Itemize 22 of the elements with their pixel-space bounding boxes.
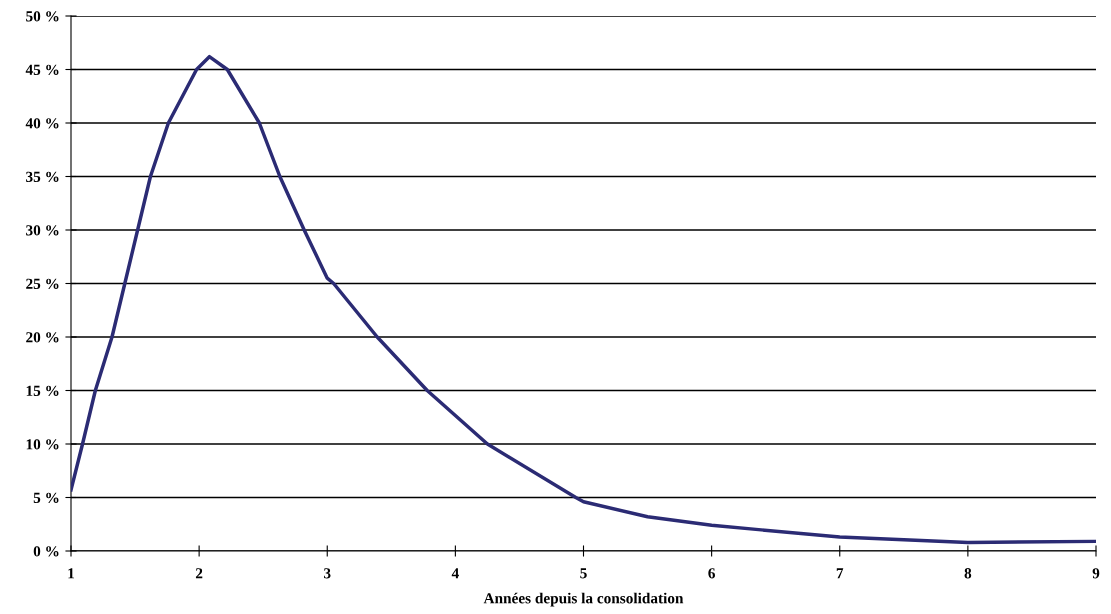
y-tick-label: 10 %: [26, 439, 59, 450]
x-tick-label: 7: [836, 568, 844, 579]
y-tick-label: 50 %: [26, 11, 59, 22]
y-tick-label: 5 %: [33, 492, 59, 503]
x-tick-label: 1: [68, 568, 75, 579]
x-axis-title: Années depuis la consolidation: [483, 592, 684, 607]
x-tick-label: 4: [451, 568, 459, 579]
y-tick-label: 35 %: [26, 171, 59, 182]
x-tick-label: 6: [708, 568, 715, 579]
y-tick-label: 25 %: [26, 278, 59, 289]
y-tick-label: 0 %: [33, 546, 59, 557]
y-tick-label: 40 %: [25, 118, 59, 129]
y-tick-label: 45 %: [25, 64, 59, 75]
x-tick-label: 3: [324, 568, 331, 579]
x-tick-label: 5: [580, 568, 587, 579]
y-tick-label: 15 %: [26, 385, 59, 396]
x-tick-label: 2: [195, 568, 203, 579]
x-tick-label: 9: [1092, 568, 1100, 579]
y-tick-label: 30 %: [26, 225, 59, 236]
y-tick-label: 20 %: [26, 332, 59, 343]
x-tick-label: 8: [964, 568, 972, 579]
line-series: [71, 54, 1096, 545]
